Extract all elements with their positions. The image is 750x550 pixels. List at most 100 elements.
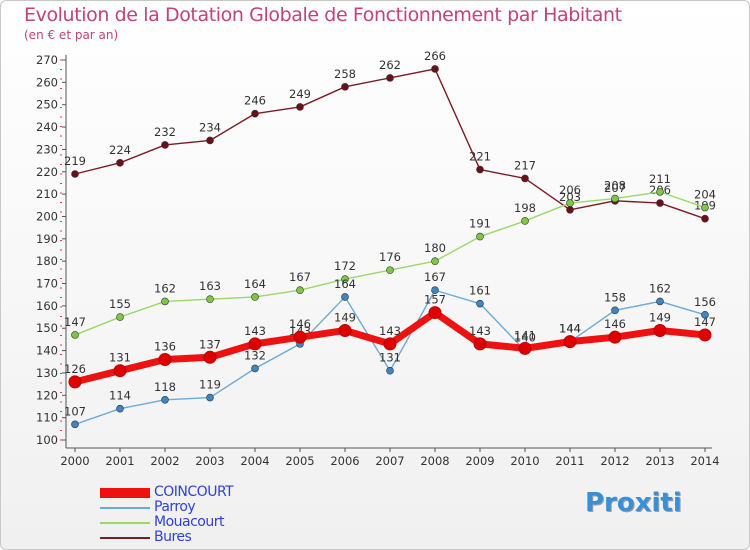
data-label-mouacourt: 172	[334, 259, 356, 273]
data-label-parroy: 162	[649, 281, 671, 295]
x-tick-label: 2007	[375, 454, 404, 468]
data-label-bures: 249	[289, 87, 311, 101]
data-point-coincourt	[248, 337, 262, 351]
data-label-parroy: 158	[604, 290, 626, 304]
y-tick-label: 210	[36, 187, 58, 201]
data-label-coincourt: 143	[244, 324, 266, 338]
data-point-parroy	[656, 297, 664, 306]
data-label-bures: 266	[424, 49, 446, 63]
data-label-mouacourt: 155	[109, 297, 131, 311]
data-label-bures: 224	[109, 143, 131, 157]
data-label-parroy: 161	[469, 284, 491, 298]
data-label-coincourt: 143	[469, 324, 491, 338]
y-tick-label: 140	[36, 344, 58, 358]
y-tick-label: 100	[36, 433, 58, 447]
x-tick-label: 2010	[510, 454, 539, 468]
data-point-coincourt	[383, 337, 397, 351]
legend-swatch	[100, 522, 150, 524]
x-tick-label: 2006	[330, 454, 359, 468]
data-label-coincourt: 126	[64, 362, 86, 376]
data-label-mouacourt: 162	[154, 281, 176, 295]
series-line-bures	[74, 68, 706, 220]
y-tick-label: 230	[36, 142, 58, 156]
x-tick-label: 2002	[150, 454, 179, 468]
data-label-mouacourt: 211	[649, 172, 671, 186]
data-point-mouacourt	[431, 257, 439, 265]
data-point-coincourt	[608, 330, 622, 344]
data-label-parroy: 140	[514, 331, 536, 345]
data-label-coincourt: 141	[514, 328, 536, 342]
data-point-mouacourt	[251, 293, 259, 301]
data-label-mouacourt: 164	[244, 277, 266, 291]
data-point-parroy	[701, 311, 709, 319]
data-label-bures: 262	[379, 58, 401, 72]
data-label-mouacourt: 191	[469, 217, 491, 231]
legend-label: COINCOURT	[154, 484, 234, 500]
data-point-mouacourt	[656, 188, 664, 196]
data-label-parroy: 131	[379, 351, 401, 365]
data-label-coincourt: 136	[154, 340, 176, 354]
data-point-mouacourt	[701, 203, 709, 212]
x-tick-label: 2004	[240, 454, 269, 468]
data-point-parroy	[611, 306, 619, 315]
y-tick-label: 200	[36, 209, 58, 223]
data-label-mouacourt: 163	[199, 279, 221, 293]
legend-label: Mouacourt	[154, 514, 224, 530]
data-label-parroy: 132	[244, 348, 266, 362]
data-label-coincourt: 143	[379, 324, 401, 338]
data-point-mouacourt	[476, 232, 484, 241]
data-label-bures: 246	[244, 94, 266, 108]
data-label-coincourt: 157	[424, 293, 446, 307]
data-point-mouacourt	[386, 266, 394, 274]
data-label-parroy: 114	[109, 389, 131, 403]
data-label-coincourt: 147	[694, 315, 716, 329]
data-point-bures	[206, 136, 214, 145]
data-label-parroy: 118	[154, 380, 176, 394]
data-point-bures	[116, 159, 124, 167]
x-tick-label: 2009	[465, 454, 494, 468]
x-tick-label: 2005	[285, 454, 314, 468]
legend-swatch	[100, 488, 150, 498]
data-label-mouacourt: 176	[379, 250, 401, 264]
data-label-bures: 221	[469, 150, 491, 164]
data-point-parroy	[116, 404, 124, 413]
data-point-mouacourt	[611, 194, 619, 203]
data-label-coincourt: 146	[604, 317, 626, 331]
data-point-bures	[251, 109, 259, 118]
data-point-bures	[566, 205, 574, 214]
chart-title: Evolution de la Dotation Globale de Fonc…	[24, 4, 622, 26]
data-point-mouacourt	[341, 275, 349, 283]
data-point-coincourt	[518, 341, 532, 355]
data-point-mouacourt	[71, 331, 79, 339]
data-point-mouacourt	[161, 297, 169, 306]
data-label-parroy: 119	[199, 378, 221, 392]
data-point-coincourt	[653, 323, 667, 337]
data-point-bures	[71, 170, 79, 178]
legend-label: Parroy	[154, 499, 196, 515]
proxiti-logo: Proxiti	[585, 488, 682, 518]
data-point-coincourt	[698, 328, 712, 342]
data-label-mouacourt: 167	[289, 270, 311, 284]
data-label-parroy: 107	[64, 404, 86, 418]
data-point-coincourt	[563, 335, 577, 349]
y-tick-label: 180	[36, 254, 58, 268]
data-label-bures: 207	[604, 181, 626, 195]
data-label-coincourt: 144	[559, 322, 581, 336]
y-tick-label: 270	[36, 53, 58, 67]
data-point-mouacourt	[296, 286, 304, 295]
data-label-mouacourt: 198	[514, 201, 536, 215]
data-label-bures: 217	[514, 158, 536, 172]
y-tick-label: 120	[36, 388, 58, 402]
data-label-coincourt: 149	[334, 310, 356, 324]
data-label-coincourt: 137	[199, 337, 221, 351]
data-point-bures	[656, 199, 664, 207]
legend-swatch	[100, 507, 150, 509]
data-point-parroy	[431, 286, 439, 295]
y-tick-label: 250	[36, 98, 58, 112]
data-label-mouacourt: 147	[64, 315, 86, 329]
data-point-parroy	[206, 393, 214, 402]
y-tick-label: 260	[36, 75, 58, 89]
data-label-bures: 203	[559, 190, 581, 204]
